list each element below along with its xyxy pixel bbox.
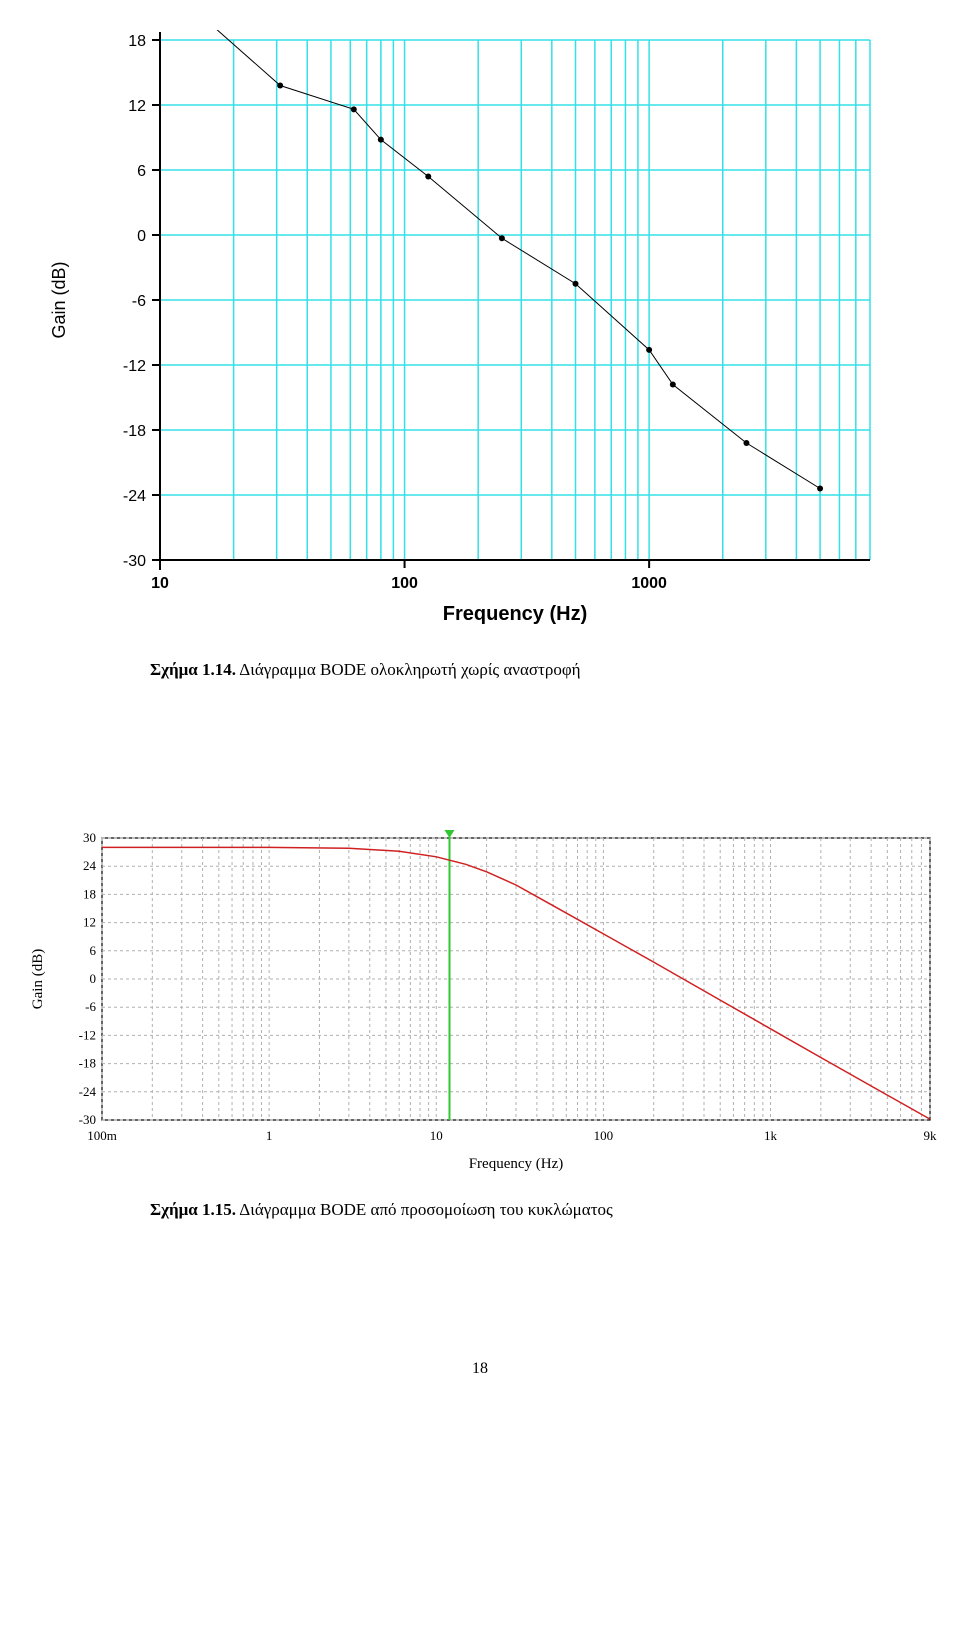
svg-text:Gain (dB): Gain (dB) (49, 261, 69, 338)
chart2-caption-bold: Σχήμα 1.15. (150, 1200, 236, 1219)
svg-text:1000: 1000 (631, 575, 667, 592)
svg-text:0: 0 (137, 228, 146, 245)
svg-text:Frequency (Hz): Frequency (Hz) (443, 603, 587, 625)
chart2-caption: Σχήμα 1.15. Διάγραμμα BODE από προσομοίω… (150, 1200, 940, 1220)
svg-text:6: 6 (137, 163, 146, 180)
chart1-caption-bold: Σχήμα 1.14. (150, 660, 236, 679)
svg-text:-30: -30 (79, 1112, 96, 1127)
svg-text:-18: -18 (79, 1056, 96, 1071)
svg-text:-12: -12 (123, 358, 146, 375)
svg-text:-12: -12 (79, 1027, 96, 1042)
page-number: 18 (20, 1360, 940, 1378)
svg-text:1: 1 (266, 1128, 273, 1143)
svg-text:100: 100 (594, 1128, 614, 1143)
chart2-caption-rest: Διάγραμμα BODE από προσομοίωση του κυκλώ… (236, 1200, 613, 1219)
svg-text:10: 10 (430, 1128, 443, 1143)
svg-text:-24: -24 (79, 1084, 97, 1099)
svg-text:100: 100 (391, 575, 418, 592)
svg-text:18: 18 (128, 33, 146, 50)
svg-text:18: 18 (83, 886, 96, 901)
svg-text:12: 12 (83, 915, 96, 930)
svg-text:Gain (dB): Gain (dB) (30, 949, 46, 1009)
svg-text:-24: -24 (123, 488, 146, 505)
svg-text:10: 10 (151, 575, 169, 592)
svg-text:24: 24 (83, 858, 97, 873)
svg-text:-30: -30 (123, 553, 146, 570)
chart1-caption: Σχήμα 1.14. Διάγραμμα BODE ολοκληρωτή χω… (150, 660, 940, 680)
bode-chart-2: 30 24 18 12 6 0 -6 -12 -18 -24 -30100m 1 10 100 1k 9k Ga… (20, 820, 940, 1220)
svg-text:9k: 9k (924, 1128, 938, 1143)
svg-text:-6: -6 (132, 293, 146, 310)
svg-text:1k: 1k (764, 1128, 778, 1143)
bode-chart-1-svg: 18 12 6 0 -6 -12 -18 -24 -30 10 100 1000 Gain (dB) Fr… (20, 30, 890, 650)
svg-text:6: 6 (90, 943, 97, 958)
svg-text:100m: 100m (87, 1128, 117, 1143)
svg-text:30: 30 (83, 830, 96, 845)
svg-text:Frequency (Hz): Frequency (Hz) (469, 1156, 564, 1172)
bode-chart-2-svg: 30 24 18 12 6 0 -6 -12 -18 -24 -30100m 1 10 100 1k 9k Ga… (20, 820, 940, 1190)
bode-chart-1: 18 12 6 0 -6 -12 -18 -24 -30 10 100 1000 Gain (dB) Fr… (20, 30, 940, 680)
chart1-caption-rest: Διάγραμμα BODE ολοκληρωτή χωρίς αναστροφ… (236, 660, 581, 679)
svg-text:-6: -6 (85, 999, 96, 1014)
svg-text:0: 0 (90, 971, 97, 986)
svg-text:-18: -18 (123, 423, 146, 440)
svg-text:12: 12 (128, 98, 146, 115)
